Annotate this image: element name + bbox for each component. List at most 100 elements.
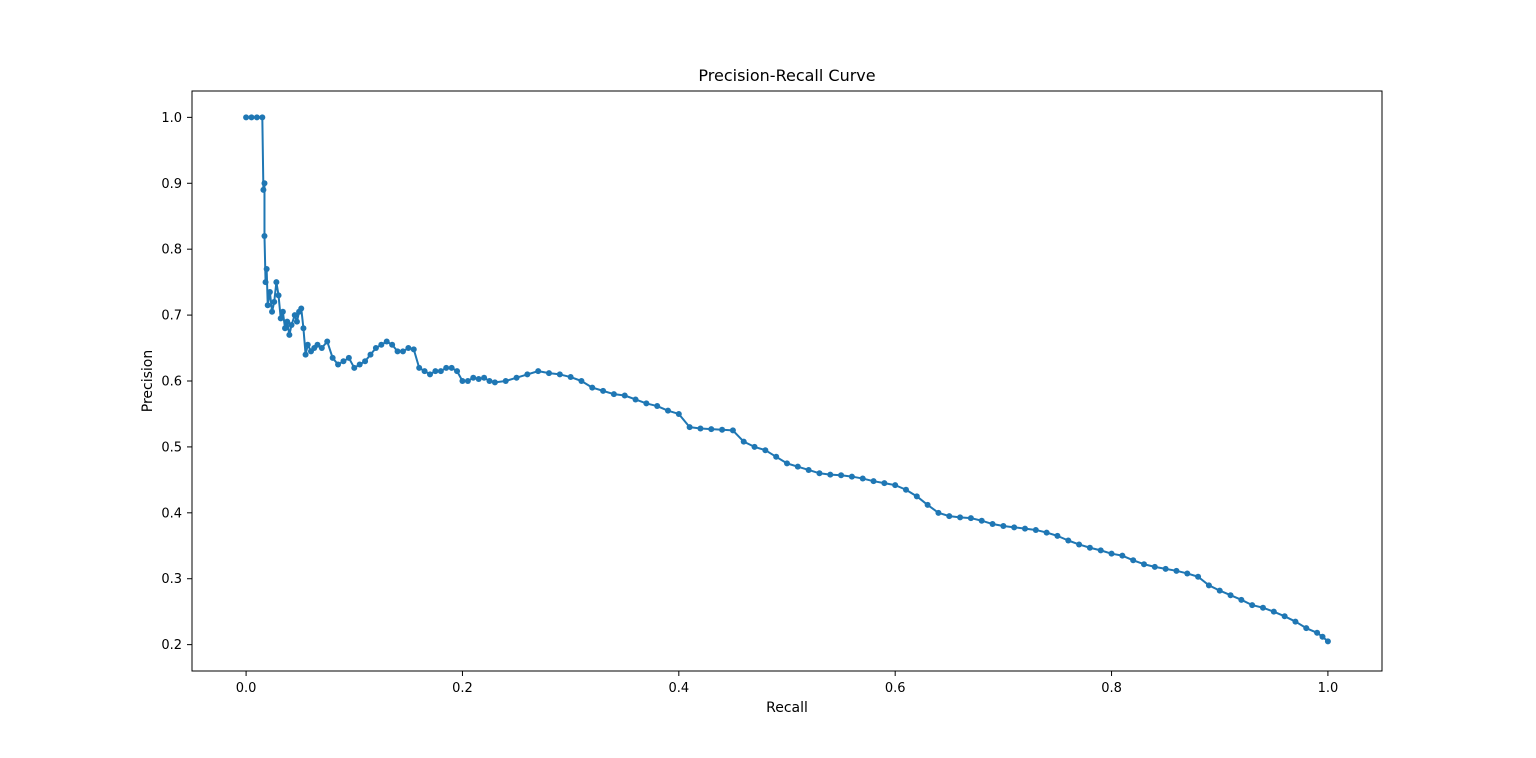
data-point bbox=[946, 513, 953, 520]
data-point bbox=[318, 345, 325, 352]
data-point bbox=[454, 368, 461, 375]
data-point bbox=[459, 378, 466, 384]
plot-frame bbox=[191, 90, 1383, 672]
y-axis-label: Precision bbox=[140, 350, 156, 412]
data-point bbox=[881, 480, 888, 487]
data-point bbox=[729, 427, 736, 434]
data-point bbox=[708, 426, 715, 433]
x-tick-label: 0.8 bbox=[1101, 681, 1122, 696]
data-point bbox=[1292, 618, 1299, 625]
data-point bbox=[546, 370, 552, 377]
data-point bbox=[464, 378, 471, 384]
y-tick-label: 0.3 bbox=[161, 572, 182, 587]
data-point bbox=[282, 325, 289, 332]
data-point bbox=[524, 371, 531, 378]
data-point bbox=[448, 364, 455, 371]
data-point bbox=[1303, 625, 1310, 632]
data-point bbox=[324, 338, 331, 345]
data-point bbox=[600, 387, 607, 394]
data-point bbox=[470, 374, 477, 381]
data-point bbox=[421, 368, 428, 375]
data-point bbox=[262, 279, 269, 286]
data-point bbox=[389, 341, 396, 348]
x-tick-label: 0.6 bbox=[885, 681, 906, 696]
data-point bbox=[1184, 570, 1191, 577]
data-point bbox=[248, 114, 255, 121]
data-point bbox=[475, 376, 482, 383]
data-point bbox=[643, 400, 650, 407]
data-point bbox=[329, 354, 336, 361]
data-point bbox=[1162, 565, 1169, 572]
data-point bbox=[437, 368, 444, 375]
data-point bbox=[859, 475, 866, 482]
data-point bbox=[372, 345, 379, 352]
data-point bbox=[304, 341, 311, 348]
data-point bbox=[535, 368, 542, 375]
data-point bbox=[427, 371, 433, 378]
data-point bbox=[1238, 596, 1245, 603]
data-point bbox=[1260, 604, 1266, 611]
data-point bbox=[1324, 638, 1331, 645]
data-point bbox=[675, 410, 682, 417]
data-point bbox=[260, 186, 267, 193]
data-point bbox=[1173, 567, 1180, 574]
data-point bbox=[967, 515, 974, 522]
data-point bbox=[432, 368, 439, 375]
data-point bbox=[298, 305, 305, 312]
data-point bbox=[816, 470, 823, 477]
data-point bbox=[892, 482, 899, 489]
data-point bbox=[1205, 582, 1212, 589]
data-point bbox=[1216, 587, 1223, 594]
data-point bbox=[978, 517, 985, 524]
data-point bbox=[443, 364, 450, 371]
data-point bbox=[264, 302, 271, 309]
data-point bbox=[261, 233, 268, 239]
data-point bbox=[383, 338, 390, 345]
data-point bbox=[277, 315, 284, 322]
y-tick-label: 0.6 bbox=[161, 375, 182, 390]
data-point bbox=[632, 396, 639, 403]
data-point bbox=[275, 292, 282, 299]
data-point bbox=[378, 341, 385, 348]
series-points-group bbox=[243, 114, 1331, 645]
y-tick-label: 0.9 bbox=[161, 177, 182, 192]
y-axis-ticks: 0.2 0.3 0.4 0.5 0.6 0.7 0.8 0.9 1.0 bbox=[161, 111, 192, 653]
data-point bbox=[924, 501, 931, 508]
data-point bbox=[610, 391, 617, 398]
data-point bbox=[266, 289, 273, 296]
data-point bbox=[805, 466, 812, 473]
data-point bbox=[1054, 532, 1061, 539]
data-point bbox=[1270, 608, 1277, 615]
data-point bbox=[762, 447, 769, 454]
data-point bbox=[1043, 529, 1050, 536]
data-point bbox=[1141, 561, 1147, 568]
data-point bbox=[291, 312, 298, 319]
data-point bbox=[1227, 592, 1234, 599]
data-point bbox=[913, 493, 920, 500]
data-point bbox=[340, 358, 347, 365]
data-point bbox=[345, 354, 352, 361]
data-point bbox=[293, 318, 300, 325]
data-point bbox=[1130, 557, 1137, 564]
y-tick-label: 0.2 bbox=[161, 638, 182, 653]
data-point bbox=[502, 378, 509, 384]
data-point bbox=[481, 374, 488, 381]
data-point bbox=[486, 378, 493, 384]
data-point bbox=[1086, 544, 1093, 551]
x-axis-ticks: 0.0 0.2 0.4 0.6 0.8 1.0 bbox=[236, 671, 1338, 696]
data-point bbox=[784, 460, 790, 467]
data-point bbox=[621, 392, 628, 399]
x-tick-label: 0.0 bbox=[236, 681, 257, 696]
data-point bbox=[394, 348, 401, 355]
data-point bbox=[405, 345, 412, 352]
y-tick-label: 1.0 bbox=[161, 111, 182, 126]
data-point bbox=[263, 265, 270, 272]
data-point bbox=[253, 114, 260, 121]
data-point bbox=[273, 279, 280, 286]
y-tick-label: 0.5 bbox=[161, 440, 182, 455]
data-point bbox=[827, 471, 834, 478]
data-point bbox=[286, 331, 293, 338]
